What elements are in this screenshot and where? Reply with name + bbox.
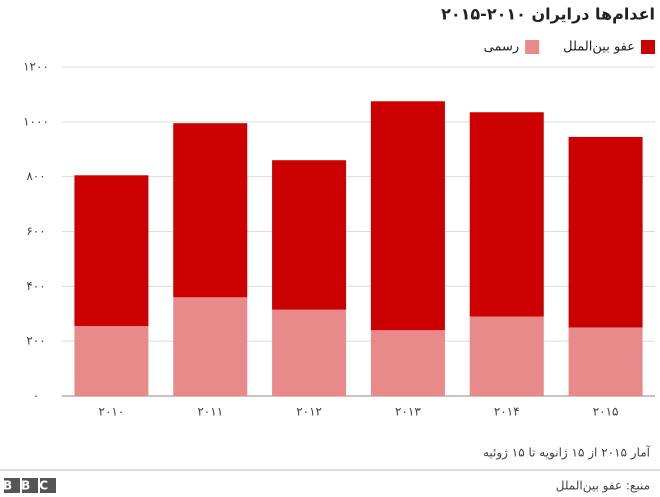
x-tick-label: ۲۰۱۵ <box>593 405 619 419</box>
y-tick-label: ۱۲۰۰ <box>23 60 49 74</box>
bar-segment <box>272 309 347 396</box>
source: منبع: عفو بین‌الملل <box>556 479 650 494</box>
logo-text: BBC <box>3 479 57 493</box>
bar-segment <box>173 123 248 298</box>
bar-segment <box>272 160 347 310</box>
bar-segment <box>469 316 544 396</box>
legend-label: عفو بین‌الملل <box>563 40 635 55</box>
bar-segment <box>173 297 248 396</box>
legend-label: رسمی <box>484 40 520 55</box>
bar-segment <box>74 175 149 327</box>
y-tick-label: ۲۰۰ <box>26 334 45 348</box>
legend-swatch <box>525 40 540 54</box>
x-tick-label: ۲۰۱۴ <box>494 405 520 419</box>
bar-segment <box>568 327 643 396</box>
legend-swatch <box>641 40 655 54</box>
bar-segment <box>370 101 445 331</box>
y-tick-label: ۰ <box>33 389 39 403</box>
y-tick-label: ۴۰۰ <box>26 279 45 293</box>
logo: BBC <box>3 478 57 493</box>
note: آمار ۲۰۱۵ از ۱۵ ژانویه تا ۱۵ ژوئیه <box>483 445 651 461</box>
y-tick-label: ۶۰۰ <box>26 224 45 238</box>
x-tick-label: ۲۰۱۳ <box>395 405 421 419</box>
y-tick-label: ۸۰۰ <box>26 169 45 183</box>
y-tick-label: ۱۰۰۰ <box>23 114 49 128</box>
bar-segment <box>469 112 544 317</box>
bar-segment <box>568 136 643 328</box>
x-tick-label: ۲۰۱۱ <box>197 405 223 419</box>
chart-title: اعدام‌ها درایران ۲۰۱۰-۲۰۱۵ <box>441 5 655 24</box>
bar-segment <box>370 330 445 396</box>
x-tick-label: ۲۰۱۰ <box>99 405 125 419</box>
bar-segment <box>74 326 149 396</box>
x-tick-label: ۲۰۱۲ <box>296 405 322 419</box>
